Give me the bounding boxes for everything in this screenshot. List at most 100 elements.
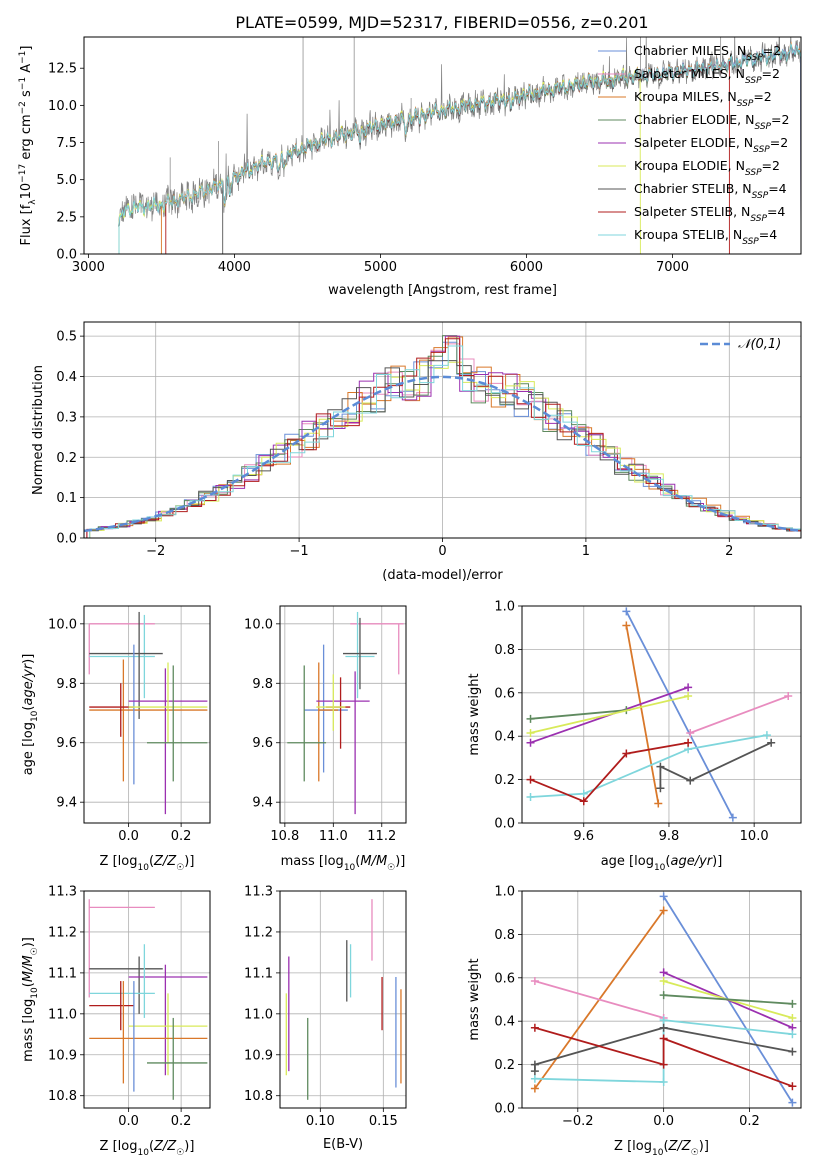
y-axis-label: age [log10(age/yr)] [21, 654, 40, 776]
series-marker [579, 789, 588, 798]
legend-entry: Salpeter STELIB, NSSP=4 [634, 204, 785, 224]
histogram-step [86, 335, 801, 538]
y-axis-label: mass weight [467, 958, 482, 1040]
y-tick-label: 0.0 [494, 1102, 515, 1117]
errorbar-point [128, 662, 208, 743]
y-tick-label: 9.6 [56, 736, 77, 751]
series-marker [659, 1034, 668, 1043]
legend-entry: Salpeter MILES, NSSP=2 [634, 66, 780, 86]
spectrum-model-line [118, 42, 801, 254]
series-marker [788, 1047, 797, 1056]
series-marker [579, 797, 588, 806]
y-tick-label: 11.0 [48, 1007, 77, 1022]
series-marker [784, 692, 793, 701]
series-marker [684, 683, 693, 692]
histogram-step [86, 338, 801, 538]
series-marker [526, 775, 535, 784]
y-axis-label: mass [log10(M/M☉)] [21, 937, 40, 1062]
x-tick-label: 10.0 [740, 829, 769, 844]
y-tick-label: 2.5 [56, 210, 77, 225]
series-line [625, 625, 660, 804]
plot-area-spectrum [117, 37, 801, 254]
x-tick-label: 11.2 [367, 829, 396, 844]
series-marker [526, 792, 535, 801]
series-marker [659, 906, 668, 915]
x-tick-label: 0.15 [369, 1114, 398, 1129]
series-marker [656, 784, 665, 793]
plot-area-weight_vs_age [526, 607, 793, 822]
axes-frame [83, 605, 211, 824]
errorbar-point [316, 671, 370, 815]
series-marker [788, 999, 797, 1008]
x-tick-label: 1 [582, 544, 590, 559]
weight-series [530, 977, 668, 1022]
y-tick-label: 11.1 [48, 966, 77, 981]
weight-series [622, 621, 663, 808]
x-tick-label: 7000 [656, 260, 689, 275]
y-tick-label: 0.4 [494, 730, 515, 745]
axes-residuals: −2 −1 0 1 2 0.0 0.1 0.2 0.3 0.4 0.5 𝒩(0,1) (data-mod… [31, 321, 802, 583]
y-tick-label: 10.8 [244, 1089, 273, 1104]
axes-frame [83, 890, 211, 1109]
series-line [534, 1026, 793, 1088]
series-marker [762, 731, 771, 740]
series-marker [686, 776, 695, 785]
series-marker [622, 621, 631, 630]
legend-entry: Kroupa STELIB, NSSP=4 [634, 227, 777, 247]
weight-series [526, 706, 631, 723]
x-axis-label: E(B-V) [323, 1137, 363, 1152]
weight-series [526, 731, 771, 801]
series-marker [526, 714, 535, 723]
weight-series [659, 991, 797, 1008]
x-tick-label: 0 [438, 544, 446, 559]
series-line [530, 709, 627, 720]
y-tick-label: 9.8 [56, 677, 77, 692]
y-tick-label: 5.0 [56, 173, 77, 188]
plot-area-age_vs_Z [88, 611, 208, 815]
series-marker [659, 991, 668, 1000]
legend-entry: Chabrier STELIB, NSSP=4 [634, 181, 787, 201]
series-marker [530, 1060, 539, 1069]
plot-area-residuals [84, 335, 801, 538]
series-line [689, 695, 789, 734]
y-tick-label: 10.0 [48, 617, 77, 632]
x-axis-label: wavelength [Angstrom, rest frame] [328, 283, 557, 298]
legend-entry: Chabrier ELODIE, NSSP=2 [634, 112, 789, 132]
series-marker [659, 1016, 668, 1025]
axes-weight_vs_Z: −0.2 0.0 0.2 0.0 0.2 0.4 0.6 0.8 1.0 Z [log10(Z/Z… [467, 885, 802, 1158]
y-tick-label: 9.4 [252, 796, 273, 811]
series-line [659, 741, 772, 789]
plot-area-age_vs_mass [287, 611, 404, 815]
errorbar-point [343, 617, 377, 690]
y-tick-label: 0.2 [56, 451, 77, 466]
plot-area-mass_vs_Z [88, 899, 208, 1100]
weight-series [526, 738, 693, 806]
y-tick-label: 0.0 [56, 248, 77, 263]
series-marker [622, 607, 631, 616]
y-tick-label: 9.8 [252, 677, 273, 692]
x-tick-label: −1 [290, 544, 309, 559]
weight-series [656, 738, 776, 793]
series-marker [659, 1060, 668, 1069]
series-marker [684, 692, 693, 701]
x-axis-label: Z [log10(Z/Z☉)] [100, 1139, 195, 1158]
series-marker [530, 977, 539, 986]
x-tick-label: −2 [146, 544, 165, 559]
y-axis-label: mass weight [467, 673, 482, 755]
series-line [663, 994, 793, 1005]
series-marker [659, 892, 668, 901]
spectrum-model-line [118, 67, 641, 254]
series-marker [686, 728, 695, 737]
series-marker [659, 977, 668, 986]
histogram-step [89, 345, 801, 538]
axes-spectrum: 3000 4000 5000 6000 7000 0.0 2.5 5.0 7.5 10.0 12.5… [18, 36, 802, 298]
legend: Chabrier MILES, NSSP=2 Salpeter MILES, NS… [598, 43, 789, 247]
x-tick-label: 5000 [364, 260, 397, 275]
histogram-step [86, 343, 801, 538]
series-marker [684, 738, 693, 747]
weight-series [622, 607, 737, 822]
y-tick-label: 11.2 [48, 925, 77, 940]
legend-entry: Kroupa ELODIE, NSSP=2 [634, 158, 780, 178]
series-line [530, 695, 689, 734]
legend-entry: Salpeter ELODIE, NSSP=2 [634, 135, 788, 155]
